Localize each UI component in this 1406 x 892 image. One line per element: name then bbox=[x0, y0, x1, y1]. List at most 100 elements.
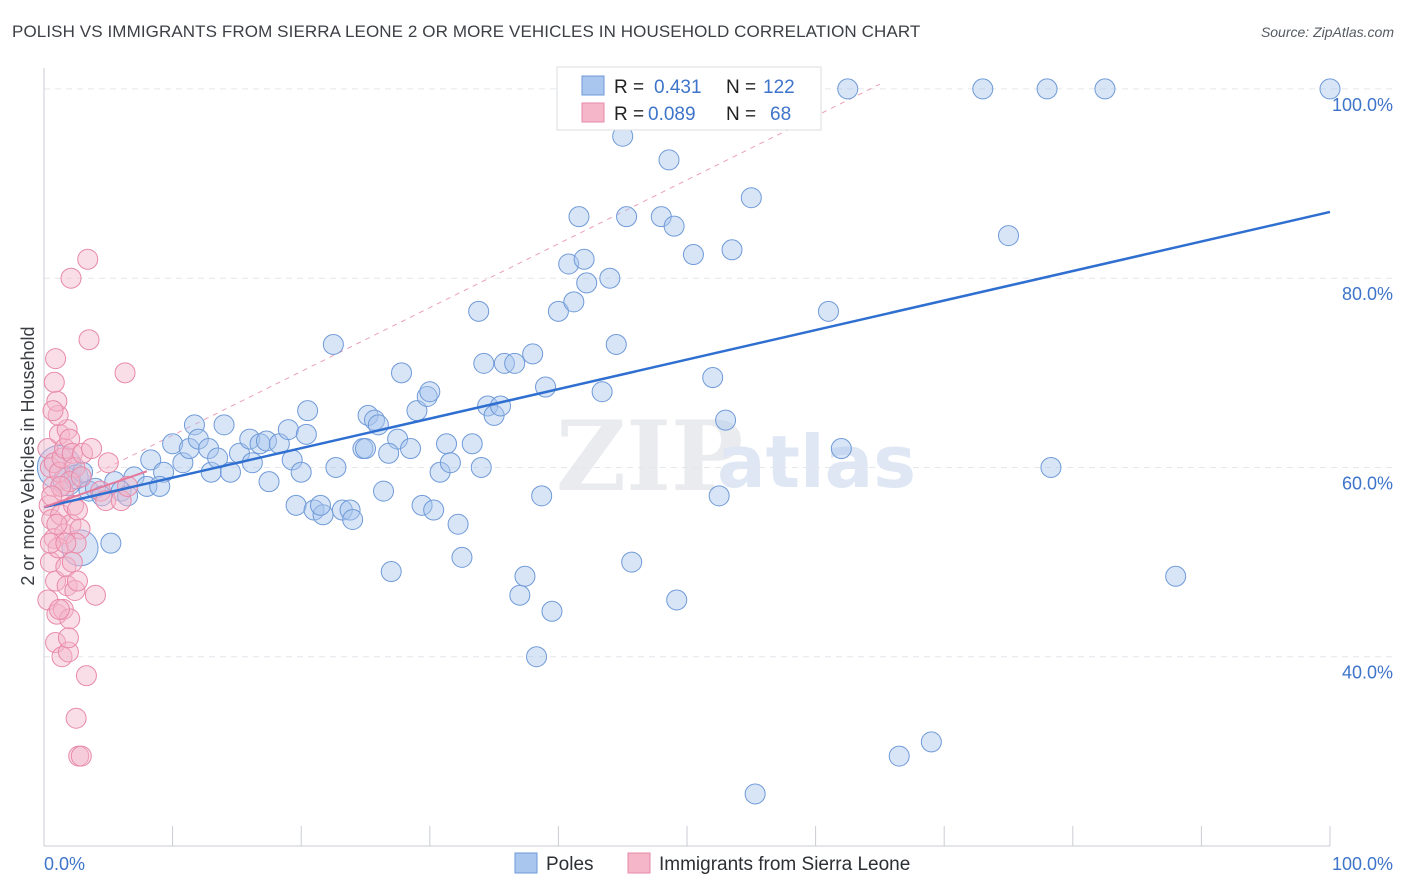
poles-point-73 bbox=[526, 646, 548, 668]
sierra-leone-point-45 bbox=[70, 745, 92, 767]
poles-point-84 bbox=[599, 267, 621, 289]
poles-point-120 bbox=[309, 494, 331, 516]
sierra-leone-point-49 bbox=[77, 248, 99, 270]
sierra-leone-trend-line bbox=[43, 470, 148, 509]
poles-point-46 bbox=[355, 438, 376, 460]
series-sierra-leone bbox=[37, 248, 139, 767]
poles-point-114 bbox=[1165, 565, 1187, 587]
poles-point-96 bbox=[682, 244, 704, 266]
sierra-leone-point-46 bbox=[75, 665, 97, 687]
poles-point-119 bbox=[219, 461, 241, 483]
poles-point-71 bbox=[514, 565, 536, 587]
legend-n-label-sierra-leone: N = bbox=[726, 104, 756, 125]
sierra-leone-point-62 bbox=[55, 532, 77, 554]
poles-point-54 bbox=[411, 494, 433, 516]
y-tick-label-80: 80.0% bbox=[1342, 284, 1393, 304]
poles-point-33 bbox=[285, 494, 307, 516]
poles-point-34 bbox=[290, 461, 312, 483]
poles-point-85 bbox=[605, 333, 627, 355]
watermark-atlas: atlas bbox=[717, 420, 916, 504]
bottom-legend-swatch-sierra-leone bbox=[627, 852, 651, 874]
sierra-leone-point-32 bbox=[45, 348, 67, 370]
poles-point-100 bbox=[721, 239, 743, 261]
chart-title: POLISH VS IMMIGRANTS FROM SIERRA LEONE 2… bbox=[12, 22, 921, 41]
y-tick-label-40: 40.0% bbox=[1342, 663, 1393, 683]
sierra-leone-point-43 bbox=[65, 707, 87, 729]
poles-point-62 bbox=[461, 433, 483, 455]
poles-point-112 bbox=[1040, 456, 1062, 478]
poles-point-25 bbox=[241, 452, 263, 474]
poles-point-32 bbox=[295, 423, 317, 445]
sierra-leone-point-36 bbox=[66, 499, 88, 521]
legend-r-label-poles: R = bbox=[614, 77, 644, 98]
bottom-legend-label-sierra-leone: Immigrants from Sierra Leone bbox=[659, 854, 910, 875]
sierra-leone-point-61 bbox=[39, 532, 61, 554]
bottom-legend: Poles Immigrants from Sierra Leone bbox=[514, 852, 910, 875]
legend-swatch-sierra-leone bbox=[581, 102, 605, 123]
poles-point-69 bbox=[504, 352, 526, 374]
poles-point-29 bbox=[258, 471, 280, 493]
legend-n-label-poles: N = bbox=[726, 77, 756, 98]
x-tick-label-max: 100.0% bbox=[1332, 854, 1393, 874]
poles-point-56 bbox=[423, 499, 445, 521]
poles-point-77 bbox=[547, 300, 569, 322]
poles-point-99 bbox=[715, 409, 737, 431]
poles-point-82 bbox=[576, 272, 598, 294]
y-tick-labels: 40.0% 60.0% 80.0% 100.0% bbox=[1332, 95, 1393, 683]
poles-point-104 bbox=[817, 300, 839, 322]
sierra-leone-point-50 bbox=[60, 267, 82, 289]
sierra-leone-point-66 bbox=[42, 400, 64, 422]
poles-point-107 bbox=[888, 745, 910, 767]
poles-point-115 bbox=[1319, 78, 1341, 100]
poles-point-80 bbox=[573, 248, 595, 270]
poles-point-109 bbox=[972, 78, 994, 100]
poles-point-63 bbox=[468, 300, 490, 322]
poles-point-3 bbox=[61, 529, 99, 567]
poles-point-24 bbox=[239, 428, 261, 450]
sierra-leone-point-64 bbox=[48, 598, 70, 620]
sierra-leone-point-60 bbox=[46, 513, 68, 535]
poles-point-67 bbox=[490, 395, 512, 417]
poles-point-64 bbox=[473, 352, 495, 374]
poles-point-95 bbox=[666, 589, 688, 611]
poles-point-27 bbox=[255, 430, 277, 452]
poles-point-58 bbox=[436, 433, 458, 455]
poles-point-113 bbox=[1094, 78, 1116, 100]
poles-point-106 bbox=[837, 78, 859, 100]
legend-n-value-poles: 122 bbox=[763, 77, 795, 98]
x-tick-label-min: 0.0% bbox=[44, 854, 85, 874]
poles-point-59 bbox=[439, 452, 461, 474]
sierra-leone-point-65 bbox=[57, 627, 79, 649]
y-axis-title: 2 or more Vehicles in Household bbox=[18, 326, 38, 585]
y-tick-label-60: 60.0% bbox=[1342, 473, 1393, 493]
poles-point-61 bbox=[451, 546, 473, 568]
reference-line bbox=[69, 83, 881, 487]
poles-point-79 bbox=[563, 291, 585, 313]
poles-point-97 bbox=[702, 367, 724, 389]
poles-point-15 bbox=[172, 452, 194, 474]
poles-point-22 bbox=[213, 414, 235, 436]
sierra-leone-point-39 bbox=[61, 551, 83, 573]
legend-r-label-sierra-leone: R = bbox=[614, 104, 644, 125]
sierra-leone-point-67 bbox=[66, 570, 88, 592]
bottom-legend-label-poles: Poles bbox=[546, 854, 594, 875]
legend-swatch-poles bbox=[581, 75, 605, 96]
poles-point-76 bbox=[541, 600, 563, 622]
sierra-leone-point-7 bbox=[45, 570, 67, 592]
poles-point-51 bbox=[391, 362, 413, 384]
poles-point-93 bbox=[658, 149, 680, 171]
poles-point-94 bbox=[663, 215, 685, 237]
legend-n-value-sierra-leone: 68 bbox=[770, 104, 791, 125]
sierra-leone-point-31 bbox=[43, 371, 65, 393]
poles-point-105 bbox=[830, 438, 852, 460]
poles-point-83 bbox=[591, 381, 613, 403]
poles-point-101 bbox=[740, 187, 762, 209]
poles-point-81 bbox=[568, 206, 590, 228]
poles-point-74 bbox=[531, 485, 553, 507]
poles-point-122 bbox=[419, 381, 441, 403]
poles-point-30 bbox=[277, 419, 299, 441]
poles-point-9 bbox=[100, 532, 122, 554]
poles-point-35 bbox=[297, 400, 319, 422]
legend-r-value-poles: 0.431 bbox=[654, 77, 702, 98]
